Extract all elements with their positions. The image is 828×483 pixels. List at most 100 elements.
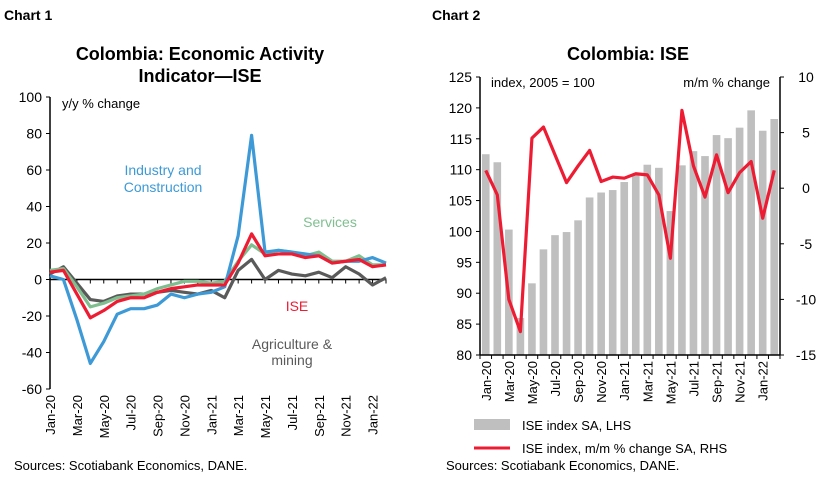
chart1-x-tick-label: Jan-22 <box>366 395 381 435</box>
chart1-line-industry-and-construction <box>49 133 387 366</box>
chart1-source: Sources: Scotiabank Economics, DANE. <box>14 458 247 473</box>
chart2-bar <box>643 164 652 355</box>
chart1-x-tick-label: Nov-20 <box>177 395 192 437</box>
chart2-bar <box>585 197 594 355</box>
chart2-legend-bar-label: ISE index SA, LHS <box>522 418 631 433</box>
chart2-bar <box>539 249 548 355</box>
chart2-left-tick-label: 125 <box>449 69 473 85</box>
chart2-bar <box>770 119 779 356</box>
chart2-left-tick-label: 110 <box>450 162 473 178</box>
chart1-y-tick-label: 0 <box>34 272 42 288</box>
chart1-x-tick-label: Mar-21 <box>231 395 246 436</box>
chart1-y-tick-label: 100 <box>19 89 43 105</box>
chart2-left-tick-label: 80 <box>456 347 472 363</box>
chart2-bar <box>620 182 629 355</box>
chart2-bar <box>608 190 617 355</box>
chart2-left-tick-label: 120 <box>449 100 473 116</box>
chart1-line-ise <box>49 232 387 320</box>
chart1-title-line2: Indicator—ISE <box>138 66 261 86</box>
chart2-legend-bar-swatch <box>474 419 510 430</box>
chart2-source: Sources: Scotiabank Economics, DANE. <box>446 458 679 473</box>
chart1-x-tick-label: Nov-21 <box>339 395 354 437</box>
chart2-bar <box>528 283 536 355</box>
chart2-right-tick-label: 5 <box>802 125 810 141</box>
chart2-right-tick-label: -15 <box>796 347 816 363</box>
chart2-bar <box>735 127 744 355</box>
chart2-left-tick-label: 105 <box>449 193 473 209</box>
chart2-x-tick-label: Jan-22 <box>756 361 771 401</box>
chart1-line-agriculture-mining <box>49 257 387 303</box>
chart1-x-tick-label: Jul-21 <box>285 395 300 430</box>
chart2-left-tick-label: 95 <box>456 254 472 270</box>
chart1-y-tick-label: 80 <box>26 126 42 142</box>
chart2-left-tick-label: 90 <box>456 285 472 301</box>
chart2-x-tick-label: Nov-21 <box>733 361 748 403</box>
chart2-left-tick-label: 85 <box>456 316 472 332</box>
chart1-y-tick-label: -20 <box>22 308 42 324</box>
chart1-y-tick-label: 20 <box>26 235 42 251</box>
chart2-right-tick-label: -10 <box>796 291 816 307</box>
chart1-series-label: mining <box>271 352 312 368</box>
chart1-y-tick-label: 40 <box>26 199 42 215</box>
chart2-bar <box>481 154 490 355</box>
chart2-bar <box>666 211 675 355</box>
chart2-bar <box>701 156 709 355</box>
chart2-x-tick-label: Nov-20 <box>594 361 609 403</box>
chart2-line-mm-change <box>484 108 776 334</box>
chart2-left-tick-label: 115 <box>450 131 473 147</box>
chart2-x-tick-label: Jul-21 <box>686 361 701 396</box>
chart2-x-tick-label: Sep-21 <box>710 361 725 403</box>
chart1-series-label: Industry and <box>124 162 201 178</box>
chart1-y-tick-label: -40 <box>22 345 42 361</box>
chart2-bar <box>689 151 698 355</box>
chart1-x-tick-label: May-21 <box>258 395 273 438</box>
chart2-bar <box>493 162 502 355</box>
chart1-y-tick-label: -60 <box>22 381 42 397</box>
chart2-legend-line-label: ISE index, m/m % change SA, RHS <box>522 441 728 456</box>
chart2-title: Colombia: ISE <box>567 44 689 64</box>
chart2-bar <box>562 232 571 355</box>
chart2-ylabel-left: index, 2005 = 100 <box>491 75 595 90</box>
chart1-series-label: Agriculture & <box>252 336 333 352</box>
chart2-x-tick-label: Sep-20 <box>571 361 586 403</box>
chart1-title: Colombia: Economic Activity <box>76 44 324 64</box>
chart1-x-tick-label: Sep-20 <box>151 395 166 437</box>
chart1-x-tick-label: Jan-21 <box>204 395 219 435</box>
chart2-bar <box>724 138 732 355</box>
chart2-x-tick-label: Jan-21 <box>617 361 632 401</box>
chart1-x-tick-label: Mar-20 <box>70 395 85 436</box>
chart2-right-tick-label: 0 <box>802 180 810 196</box>
chart2-bar <box>747 110 755 355</box>
chart2-left-tick-label: 100 <box>449 223 473 239</box>
chart2-bar <box>712 135 721 355</box>
chart2-bar <box>758 130 767 355</box>
chart2-x-tick-label: Jan-20 <box>479 361 494 401</box>
chart2-x-tick-label: May-21 <box>663 361 678 404</box>
chart1-label: Chart 1 <box>4 7 52 23</box>
chart2-ylabel-right: m/m % change <box>683 75 770 90</box>
chart1-x-tick-label: Sep-21 <box>312 395 327 437</box>
chart2-x-tick-label: Mar-20 <box>502 361 517 402</box>
chart1-ylabel: y/y % change <box>62 96 140 111</box>
chart2-x-tick-label: Jul-20 <box>548 361 563 396</box>
chart2-bar <box>631 173 640 355</box>
chart1-y-tick-label: 60 <box>26 162 42 178</box>
chart1-line-services <box>49 243 386 309</box>
chart2-bar <box>655 167 663 355</box>
chart1-x-tick-label: Jan-20 <box>43 395 58 435</box>
chart1-series-label: ISE <box>286 298 309 314</box>
chart2-x-tick-label: May-20 <box>525 361 540 404</box>
chart2-right-tick-label: -5 <box>800 236 813 252</box>
chart2-bar <box>574 220 582 355</box>
chart1-x-tick-label: Jul-20 <box>124 395 139 430</box>
chart2-bar <box>551 235 559 355</box>
chart1-series-label: Services <box>303 214 357 230</box>
chart1-series-label: Construction <box>124 179 203 195</box>
chart2-bar <box>516 317 525 355</box>
chart2-x-tick-label: Mar-21 <box>640 361 655 402</box>
chart1-x-tick-label: May-20 <box>97 395 112 438</box>
chart2-right-tick-label: 10 <box>798 69 814 85</box>
chart2-bar <box>597 192 605 355</box>
